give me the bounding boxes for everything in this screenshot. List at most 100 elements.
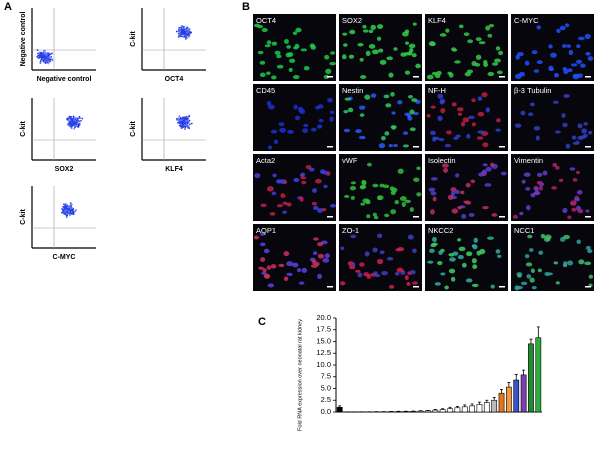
cell bbox=[360, 75, 366, 79]
cell bbox=[380, 250, 385, 254]
panel-label: A bbox=[4, 1, 12, 13]
event-dot bbox=[178, 115, 180, 117]
cell bbox=[313, 237, 319, 240]
cell bbox=[577, 209, 583, 213]
bar bbox=[447, 409, 452, 412]
cell bbox=[319, 119, 324, 122]
event-dot bbox=[47, 52, 49, 54]
event-dot bbox=[67, 206, 69, 208]
cell bbox=[576, 239, 580, 244]
cell bbox=[576, 60, 582, 64]
cell bbox=[526, 205, 531, 210]
cell bbox=[364, 94, 370, 99]
cell bbox=[449, 73, 454, 78]
cell bbox=[485, 183, 492, 187]
event-dot bbox=[49, 57, 51, 59]
event-dot bbox=[183, 29, 185, 31]
cell bbox=[550, 53, 557, 58]
scale-bar bbox=[499, 216, 505, 218]
cell bbox=[304, 66, 310, 70]
stain-label: NF-H bbox=[428, 86, 446, 95]
y-tick-label: 17.5 bbox=[316, 325, 331, 334]
event-dot bbox=[179, 122, 181, 124]
cell bbox=[322, 258, 329, 263]
cell bbox=[315, 179, 322, 184]
event-dot bbox=[64, 210, 66, 212]
cell bbox=[342, 54, 347, 59]
x-axis-label: C-MYC bbox=[53, 254, 76, 261]
cell bbox=[427, 114, 431, 118]
cell bbox=[270, 212, 276, 216]
cell bbox=[284, 277, 288, 281]
bar bbox=[528, 344, 533, 412]
cell bbox=[578, 73, 583, 78]
cell bbox=[483, 60, 487, 64]
cell bbox=[310, 43, 315, 48]
cell bbox=[275, 51, 281, 55]
event-dot bbox=[178, 33, 180, 35]
cell bbox=[467, 39, 473, 43]
cell bbox=[479, 41, 486, 44]
cell bbox=[580, 63, 586, 67]
cell bbox=[490, 163, 494, 168]
cell bbox=[432, 72, 438, 75]
event-dot bbox=[69, 205, 71, 207]
cell bbox=[497, 255, 501, 258]
cell bbox=[573, 142, 578, 145]
cell bbox=[369, 44, 376, 49]
event-dot bbox=[183, 32, 185, 34]
cell bbox=[403, 131, 408, 135]
cell bbox=[379, 143, 385, 148]
cell bbox=[454, 190, 460, 194]
event-dot bbox=[51, 52, 53, 54]
cell bbox=[560, 26, 566, 30]
event-dot bbox=[63, 207, 65, 209]
cell bbox=[342, 33, 347, 36]
cell bbox=[360, 113, 365, 117]
cell bbox=[377, 24, 383, 29]
cell bbox=[471, 98, 476, 102]
event-dot bbox=[40, 60, 42, 62]
event-dot bbox=[52, 60, 54, 62]
event-dot bbox=[190, 31, 192, 33]
cell bbox=[430, 243, 436, 247]
cell bbox=[497, 71, 503, 75]
cell bbox=[277, 65, 284, 69]
y-tick-label: 12.5 bbox=[316, 348, 331, 357]
cell bbox=[268, 145, 272, 149]
stain-label: CD45 bbox=[256, 86, 275, 95]
event-dot bbox=[182, 36, 184, 38]
cell bbox=[343, 110, 348, 113]
cell bbox=[464, 32, 470, 36]
cell bbox=[433, 137, 439, 140]
y-axis-label: C-kit bbox=[130, 121, 137, 137]
cell bbox=[451, 277, 455, 282]
cell bbox=[370, 25, 376, 30]
cell bbox=[377, 259, 383, 264]
cell bbox=[312, 202, 317, 206]
cell bbox=[351, 181, 356, 184]
cell bbox=[460, 191, 464, 195]
cell bbox=[537, 60, 543, 64]
cell bbox=[257, 25, 263, 28]
cell bbox=[569, 50, 573, 55]
cell bbox=[359, 106, 365, 110]
event-dot bbox=[177, 122, 179, 124]
stain-label: Nestin bbox=[342, 86, 363, 95]
cell bbox=[496, 46, 500, 50]
cell bbox=[472, 284, 479, 287]
cell bbox=[359, 136, 366, 139]
cell bbox=[393, 144, 398, 147]
cell bbox=[300, 176, 306, 179]
cell bbox=[313, 251, 317, 255]
event-dot bbox=[72, 209, 74, 211]
stain-label: Isolectin bbox=[428, 156, 456, 165]
event-dot bbox=[181, 35, 183, 37]
cell bbox=[293, 75, 300, 79]
bar bbox=[484, 403, 489, 412]
scale-bar bbox=[585, 216, 591, 218]
cell bbox=[311, 128, 317, 132]
cell bbox=[477, 136, 483, 139]
cell bbox=[527, 235, 532, 239]
cell bbox=[466, 278, 473, 282]
